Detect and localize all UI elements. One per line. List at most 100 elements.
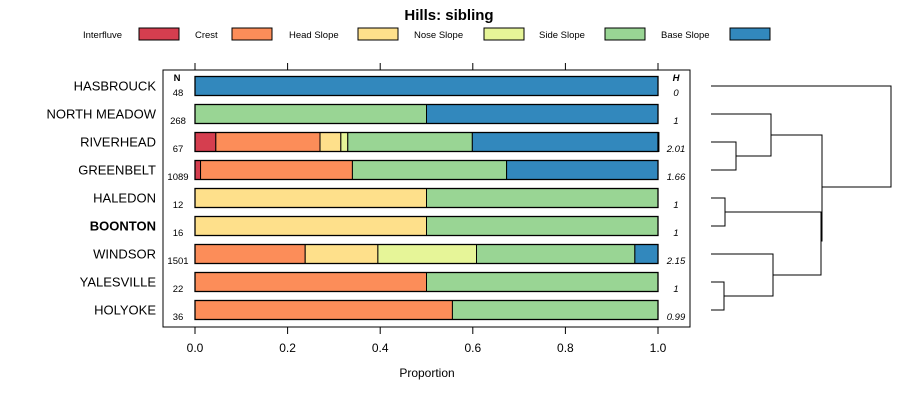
h-value-riverhead: 2.01 xyxy=(666,144,686,155)
bar-segment-windsor-side-slope xyxy=(476,244,636,264)
bar-segment-windsor-base-slope xyxy=(634,244,659,264)
h-value-yalesville: 1 xyxy=(673,284,678,295)
legend-swatch-side-slope xyxy=(604,27,646,41)
row-label-yalesville: YALESVILLE xyxy=(80,275,157,290)
dendrogram xyxy=(711,85,892,311)
bar-segment-boonton-head-slope xyxy=(194,216,427,236)
n-value-hasbrouck: 48 xyxy=(173,88,184,99)
bar-row-boonton xyxy=(194,215,659,237)
x-axis: 0.0 0.2 0.4 0.6 0.8 1.0 xyxy=(187,327,667,355)
plot-frame xyxy=(162,69,691,328)
dendrogram-branch-7 xyxy=(711,85,892,188)
dendrogram-branch-6 xyxy=(771,134,823,242)
bar-segment-riverhead-interfluve xyxy=(194,132,217,152)
bar-segment-boonton-side-slope xyxy=(426,216,659,236)
row-label-boonton: BOONTON xyxy=(90,219,156,234)
bar-segment-holyoke-side-slope xyxy=(451,300,659,320)
n-value-haledon: 12 xyxy=(173,200,184,211)
bar-segment-haledon-side-slope xyxy=(426,188,659,208)
bar-segment-north-meadow-side-slope xyxy=(194,104,427,124)
legend-label-interfluve: Interfluve xyxy=(83,30,122,41)
bar-segment-windsor-nose-slope xyxy=(377,244,478,264)
chart-title: Hills: sibling xyxy=(404,7,493,24)
row-label-haledon: HALEDON xyxy=(93,191,156,206)
row-label-holyoke: HOLYOKE xyxy=(94,303,156,318)
bar-segment-north-meadow-base-slope xyxy=(426,104,659,124)
row-label-hasbrouck: HASBROUCK xyxy=(74,79,157,94)
legend-label-side-slope: Side Slope xyxy=(539,30,585,41)
bar-segment-riverhead-base-slope xyxy=(471,132,660,152)
legend-label-crest: Crest xyxy=(195,30,218,41)
row-label-riverhead: RIVERHEAD xyxy=(80,135,156,150)
bar-row-hasbrouck xyxy=(194,75,659,97)
legend-label-base-slope: Base Slope xyxy=(661,30,710,41)
bar-segment-yalesville-side-slope xyxy=(426,272,659,292)
bar-outline-greenbelt xyxy=(194,159,659,181)
row-label-north-meadow: NORTH MEADOW xyxy=(46,107,156,122)
row-label-greenbelt: GREENBELT xyxy=(78,163,156,178)
x-tick-label-1: 0.2 xyxy=(279,341,296,355)
bar-row-greenbelt xyxy=(194,159,659,181)
bar-row-haledon xyxy=(194,187,659,209)
bar-segment-riverhead-side-slope xyxy=(347,132,473,152)
x-tick-label-2: 0.4 xyxy=(372,341,389,355)
h-value-holyoke: 0.99 xyxy=(667,312,686,323)
row-labels: HASBROUCK 48 0 NORTH MEADOW 268 1 RIVERHEAD 67 2… xyxy=(46,79,686,324)
legend-swatch-head-slope xyxy=(357,27,399,41)
legend-swatch-nose-slope xyxy=(483,27,525,41)
n-value-windsor: 1501 xyxy=(167,256,188,267)
n-value-boonton: 16 xyxy=(173,228,184,239)
bar-outline-holyoke xyxy=(194,299,659,321)
bar-segment-greenbelt-side-slope xyxy=(351,160,508,180)
h-value-boonton: 1 xyxy=(673,228,678,239)
row-label-windsor: WINDSOR xyxy=(93,247,156,262)
n-value-holyoke: 36 xyxy=(173,312,184,323)
legend-swatch-crest xyxy=(231,27,273,41)
h-value-north-meadow: 1 xyxy=(673,116,678,127)
bar-segment-haledon-head-slope xyxy=(194,188,427,208)
legend-label-nose-slope: Nose Slope xyxy=(414,30,463,41)
x-axis-label: Proportion xyxy=(399,366,454,380)
h-value-haledon: 1 xyxy=(673,200,678,211)
legend-swatch-interfluve xyxy=(138,27,180,41)
legend: Interfluve Crest Head Slope Nose Slope Side … xyxy=(83,27,771,41)
dendrogram-branch-5 xyxy=(725,211,822,276)
x-tick-label-5: 1.0 xyxy=(650,341,667,355)
bar-row-holyoke xyxy=(194,299,659,321)
n-value-yalesville: 22 xyxy=(173,284,184,295)
n-value-riverhead: 67 xyxy=(173,144,184,155)
n-value-north-meadow: 268 xyxy=(170,116,186,127)
bar-outline-boonton xyxy=(194,215,659,237)
bar-row-north-meadow xyxy=(194,103,659,125)
x-tick-label-0: 0.0 xyxy=(187,341,204,355)
h-column-header: H xyxy=(673,73,681,84)
x-tick-label-4: 0.8 xyxy=(557,341,574,355)
x-tick-label-3: 0.6 xyxy=(464,341,481,355)
bar-row-riverhead xyxy=(194,131,660,153)
bar-segment-riverhead-head-slope xyxy=(319,132,342,152)
h-value-hasbrouck: 0 xyxy=(673,88,679,99)
n-value-greenbelt: 1089 xyxy=(167,172,188,183)
h-value-greenbelt: 1.66 xyxy=(667,172,686,183)
bar-segment-windsor-crest xyxy=(194,244,306,264)
bar-outline-riverhead xyxy=(194,131,659,153)
bar-segment-riverhead-crest xyxy=(215,132,321,152)
bar-outline-yalesville xyxy=(194,271,659,293)
n-column-header: N xyxy=(174,73,181,84)
legend-label-head-slope: Head Slope xyxy=(289,30,339,41)
bar-row-yalesville xyxy=(194,271,659,293)
bar-outline-haledon xyxy=(194,187,659,209)
bar-outline-hasbrouck xyxy=(194,75,659,97)
bar-segment-yalesville-crest xyxy=(194,272,427,292)
bar-segment-greenbelt-interfluve xyxy=(194,160,202,180)
bar-segment-greenbelt-crest xyxy=(200,160,353,180)
bar-segment-riverhead-nose-slope xyxy=(340,132,349,152)
bar-segment-greenbelt-base-slope xyxy=(506,160,659,180)
top-axis-ticks xyxy=(194,63,659,70)
bar-segment-hasbrouck-base-slope xyxy=(194,76,659,96)
bar-row-windsor xyxy=(194,243,659,265)
bar-segment-windsor-head-slope xyxy=(304,244,379,264)
bar-outline-windsor xyxy=(194,243,659,265)
bar-outline-north-meadow xyxy=(194,103,659,125)
